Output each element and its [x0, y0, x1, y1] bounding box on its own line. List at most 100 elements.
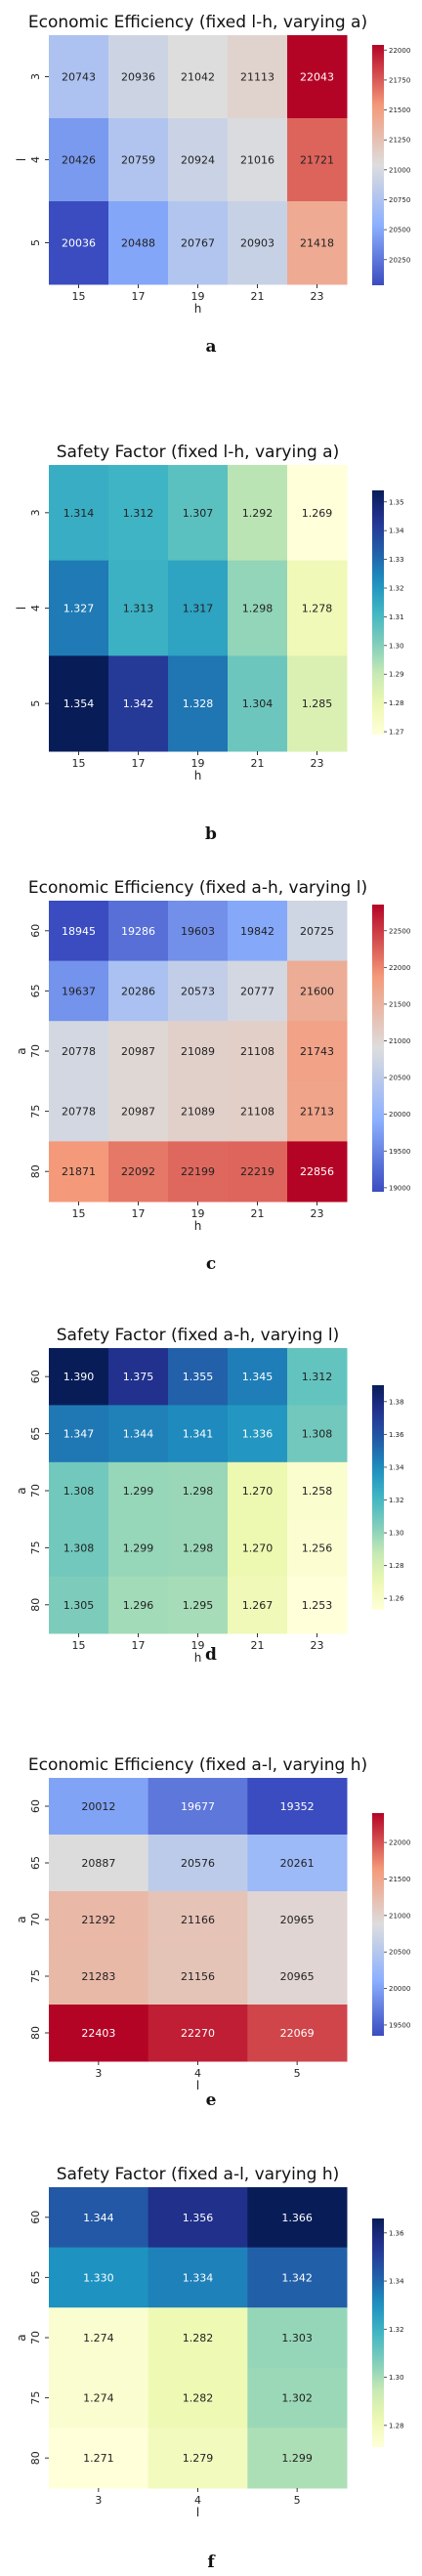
- heatmap-cell: [49, 2187, 149, 2249]
- colorbar-tick-label: 21500: [389, 106, 410, 114]
- heatmap-cell: [148, 2367, 248, 2428]
- cell-value-label: 1.278: [302, 603, 333, 615]
- heatmap-cell: [247, 2187, 348, 2249]
- heatmap-cell: [49, 1891, 149, 1949]
- x-tick-label: 3: [95, 2494, 102, 2507]
- heatmap-cell: [148, 2307, 248, 2369]
- heatmap-cell: [228, 1141, 288, 1203]
- y-tick-label: 3: [29, 509, 42, 516]
- y-tick-label: 60: [29, 1370, 42, 1383]
- cell-value-label: 1.356: [183, 2212, 214, 2224]
- panel-e: Economic Efficiency (fixed a-l, varying …: [0, 1743, 422, 2153]
- heatmap-cell: [287, 960, 348, 1022]
- heatmap-cell: [287, 1348, 348, 1406]
- heatmap-cell: [287, 118, 348, 202]
- heatmap-cell: [168, 901, 229, 962]
- heatmap-cell: [228, 1405, 288, 1463]
- x-tick-label: 5: [294, 2494, 301, 2507]
- cell-value-label: 1.342: [123, 697, 154, 710]
- x-tick-label: 15: [72, 290, 86, 303]
- cell-value-label: 20576: [181, 1857, 215, 1870]
- y-tick-label: 60: [29, 2211, 42, 2224]
- cell-value-label: 21600: [300, 985, 334, 997]
- cell-value-label: 1.298: [183, 1541, 214, 1554]
- heatmap-cell: [108, 1461, 169, 1520]
- heatmap-cell: [228, 1080, 288, 1142]
- cell-value-label: 1.303: [281, 2332, 313, 2344]
- cell-value-label: 21418: [300, 237, 334, 250]
- heatmap-cell: [287, 465, 348, 562]
- chart-title: Safety Factor (fixed l-h, varying a): [57, 443, 339, 462]
- cell-value-label: 21871: [62, 1165, 96, 1178]
- colorbar-tick-label: 1.31: [389, 613, 404, 621]
- heatmap-cell: [168, 1021, 229, 1082]
- y-tick-label: 75: [29, 2391, 42, 2405]
- heatmap-cell: [168, 1348, 229, 1406]
- heatmap-cell: [287, 1021, 348, 1082]
- heatmap-cell: [108, 655, 169, 752]
- chart-title: Safety Factor (fixed a-h, varying l): [57, 1326, 339, 1345]
- cell-value-label: 1.298: [242, 603, 274, 615]
- x-axis-label: h: [194, 1651, 202, 1665]
- cell-value-label: 1.270: [242, 1541, 274, 1554]
- y-tick-label: 80: [29, 1164, 42, 1178]
- colorbar-tick-label: 21000: [389, 166, 410, 174]
- heatmap-cell: [49, 1778, 149, 1836]
- colorbar-tick-label: 19500: [389, 2021, 410, 2029]
- cell-value-label: 20777: [240, 985, 274, 997]
- cell-value-label: 1.258: [302, 1485, 333, 1498]
- y-tick-label: 65: [29, 2270, 42, 2284]
- x-tick-label: 21: [251, 290, 265, 303]
- heatmap-cell: [49, 465, 109, 562]
- heatmap-cell: [228, 560, 288, 656]
- y-tick-label: 80: [29, 2451, 42, 2465]
- cell-value-label: 1.302: [281, 2392, 313, 2405]
- cell-value-label: 22092: [121, 1165, 155, 1178]
- x-tick-label: 4: [194, 2494, 201, 2507]
- heatmap-f: Safety Factor (fixed a-l, varying h) 1.34…: [15, 2165, 404, 2519]
- x-tick-label: 23: [311, 290, 324, 303]
- colorbar-tick-label: 1.32: [389, 2326, 404, 2334]
- y-tick-label: 5: [29, 239, 42, 246]
- cell-value-label: 1.298: [183, 1485, 214, 1498]
- colorbar-tick-label: 1.35: [389, 498, 404, 506]
- cell-value-label: 22270: [181, 2027, 215, 2040]
- panel-b: Safety Factor (fixed l-h, varying a) 1.31…: [0, 430, 422, 844]
- heatmap-cell: [49, 1461, 109, 1520]
- panel-label-b: b: [205, 824, 217, 844]
- cell-value-label: 20987: [121, 1106, 155, 1119]
- heatmap-cell: [108, 901, 169, 962]
- cell-value-label: 20036: [62, 237, 96, 250]
- heatmap-cell: [108, 1080, 169, 1142]
- x-axis-label: h: [194, 769, 202, 782]
- y-tick-label: 3: [29, 73, 42, 80]
- cell-value-label: 1.295: [183, 1599, 214, 1612]
- cell-value-label: 1.269: [302, 507, 333, 520]
- heatmap-cell: [148, 1891, 248, 1949]
- cell-value-label: 20778: [62, 1106, 96, 1119]
- x-tick-label: 3: [95, 2067, 102, 2080]
- cell-value-label: 20887: [81, 1857, 115, 1870]
- colorbar-tick-label: 1.32: [389, 585, 404, 593]
- cell-value-label: 20573: [181, 985, 215, 997]
- heatmap-cell: [168, 1576, 229, 1634]
- cell-value-label: 1.307: [183, 507, 214, 520]
- y-tick-label: 70: [29, 1044, 42, 1058]
- cell-value-label: 21721: [300, 154, 334, 167]
- x-axis-label: h: [194, 1219, 202, 1233]
- cell-value-label: 20759: [121, 154, 155, 167]
- colorbar-tick-label: 21500: [389, 1876, 410, 1883]
- cell-value-label: 19677: [181, 1800, 215, 1813]
- colorbar-tick-label: 1.28: [389, 2422, 404, 2429]
- colorbar: [372, 905, 384, 1192]
- y-tick-label: 75: [29, 1969, 42, 1983]
- cell-value-label: 1.341: [183, 1428, 214, 1441]
- y-tick-label: 65: [29, 1856, 42, 1870]
- y-tick-label: 60: [29, 924, 42, 938]
- x-tick-label: 17: [132, 1639, 146, 1652]
- heatmap-cell: [168, 560, 229, 656]
- y-axis-label: l: [15, 607, 28, 610]
- cell-value-label: 21166: [181, 1914, 215, 1926]
- heatmap-cell: [148, 1778, 248, 1836]
- heatmap-cell: [228, 1021, 288, 1082]
